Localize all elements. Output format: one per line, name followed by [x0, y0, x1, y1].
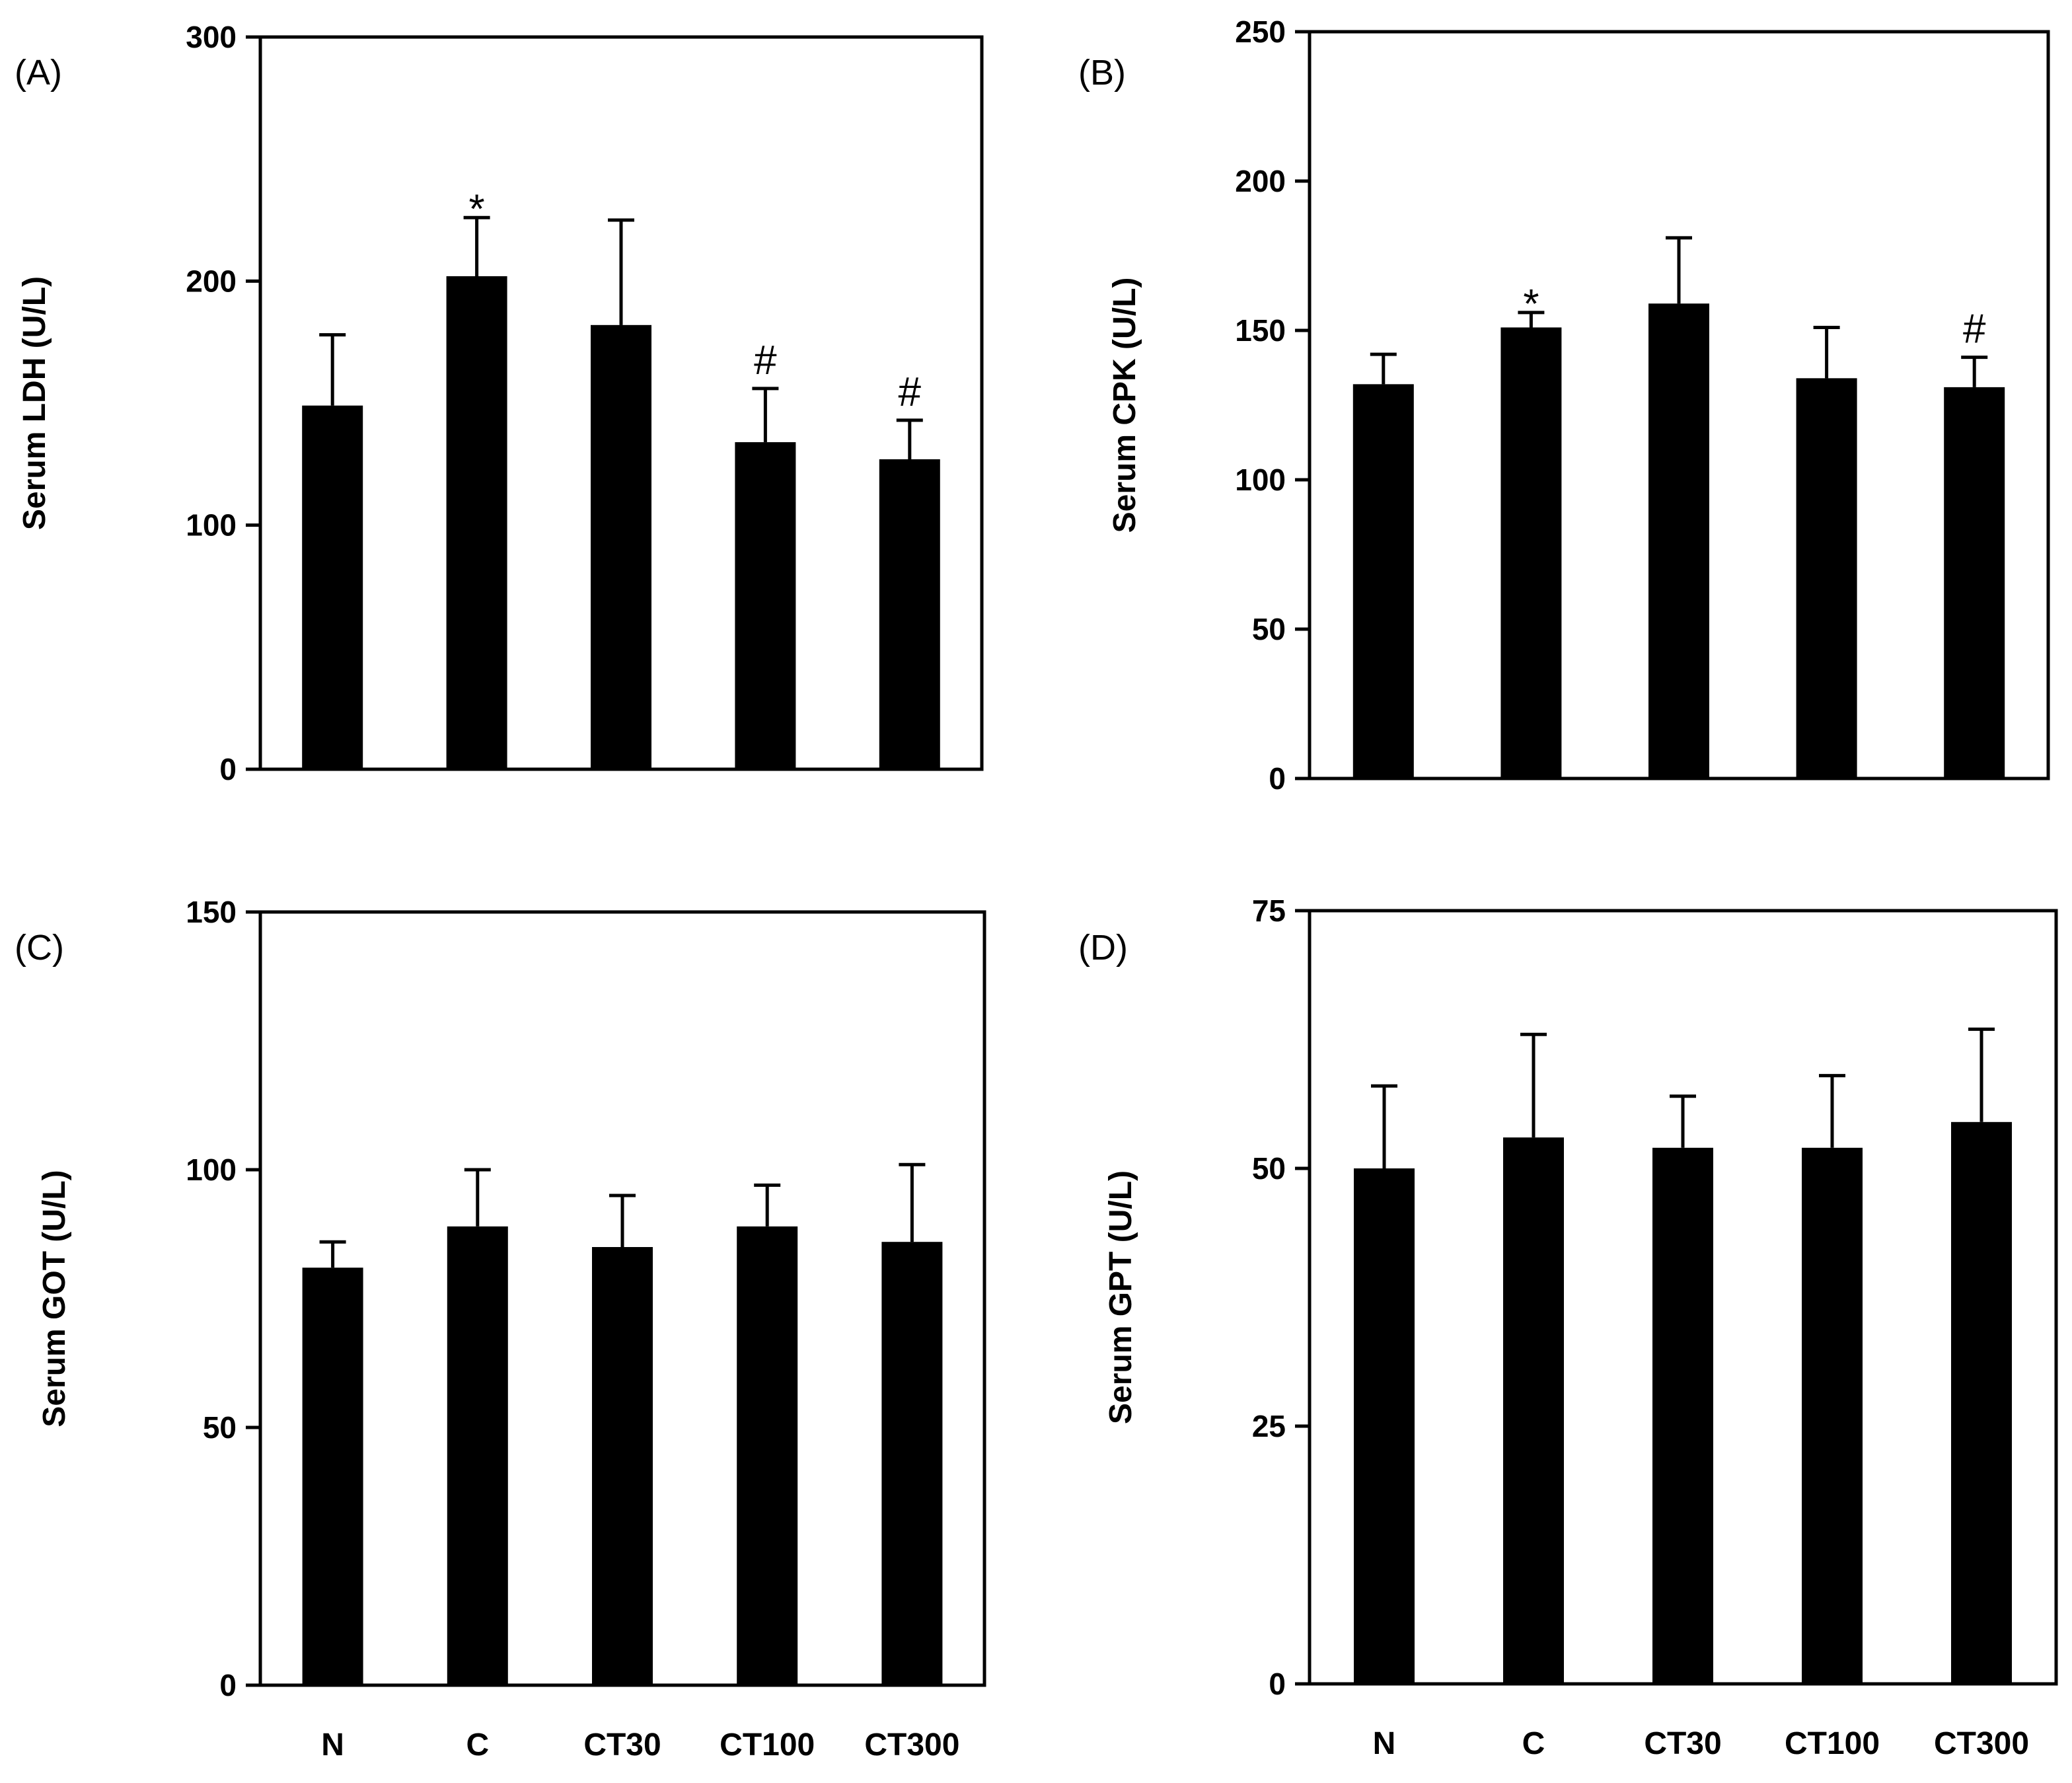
x-category-label: N [321, 1727, 344, 1763]
panel-c-got-chart: (C) Serum GOT (U/L) 0 50 100 150 N C CT30 CT100 CT… [15, 895, 986, 1763]
y-tick-label: 300 [186, 20, 237, 54]
bar-n [1354, 1168, 1415, 1684]
y-axis-title: Serum CPK (U/L) [1107, 278, 1142, 533]
plot-frame [258, 910, 986, 1687]
significance-asterisk: * [1523, 282, 1539, 327]
bar-ct100 [1796, 378, 1857, 778]
y-axis-title: Serum LDH (U/L) [17, 276, 52, 530]
bar-c [1503, 1137, 1564, 1684]
x-category-label: CT100 [1785, 1726, 1880, 1761]
y-tick-label: 100 [186, 508, 237, 543]
bar-ct300 [879, 459, 940, 769]
y-tick-label: 100 [1235, 463, 1286, 497]
bar-ct300 [881, 1242, 943, 1685]
bar-ct300 [1951, 1121, 2012, 1684]
bar-c [1500, 327, 1562, 779]
plot-frame [258, 35, 984, 771]
y-tick-label: 0 [1269, 761, 1286, 796]
panel-a-ldh-chart: (A) Serum LDH (U/L) 0 100 200 300 * # # [15, 20, 984, 786]
x-category-label: N [1373, 1726, 1396, 1761]
bar-ct100 [737, 1226, 798, 1685]
y-tick-label: 0 [219, 1668, 237, 1702]
y-tick-label: 0 [219, 752, 237, 786]
x-category-label: C [466, 1727, 489, 1763]
y-tick-label: 150 [186, 895, 237, 929]
panel-label: (C) [15, 928, 64, 967]
bar-ct100 [735, 442, 796, 769]
y-tick-label: 200 [186, 264, 237, 298]
significance-hash: # [899, 369, 922, 415]
panel-d-gpt-chart: (D) Serum GPT (U/L) 0 25 50 75 N C CT30 CT100 CT30… [1078, 893, 2058, 1761]
x-category-label: C [1522, 1726, 1545, 1761]
y-tick-label: 0 [1269, 1667, 1286, 1701]
bar-ct30 [592, 1247, 653, 1685]
bar-ct100 [1802, 1147, 1863, 1684]
y-tick-label: 250 [1235, 15, 1286, 49]
y-tick-label: 50 [1252, 612, 1286, 646]
y-tick-label: 150 [1235, 313, 1286, 348]
plot-frame [1308, 909, 2058, 1686]
panel-label: (A) [15, 53, 62, 93]
plot-frame [1308, 30, 2050, 780]
y-tick-label: 25 [1252, 1409, 1286, 1443]
bar-n [302, 1268, 363, 1685]
x-category-label: CT100 [720, 1727, 815, 1763]
bar-c [446, 276, 507, 769]
bar-n [1352, 384, 1414, 778]
y-tick-label: 100 [186, 1153, 237, 1187]
y-tick-label: 50 [1252, 1151, 1286, 1186]
significance-hash: # [1963, 307, 1986, 352]
significance-hash: # [754, 338, 777, 383]
x-category-label: CT300 [864, 1727, 959, 1763]
y-tick-label: 200 [1235, 164, 1286, 198]
y-axis-title: Serum GOT (U/L) [37, 1170, 72, 1427]
bar-c [447, 1226, 508, 1685]
y-axis-title: Serum GPT (U/L) [1103, 1170, 1138, 1424]
bar-ct30 [591, 324, 651, 769]
x-category-label: CT300 [1934, 1726, 2029, 1761]
bar-ct30 [1648, 303, 1709, 778]
bar-ct30 [1652, 1147, 1713, 1684]
panel-label: (B) [1078, 53, 1126, 93]
x-category-label: CT30 [583, 1727, 661, 1763]
bar-n [302, 405, 363, 769]
panel-b-cpk-chart: (B) Serum CPK (U/L) 0 50 100 150 200 250 * # [1078, 15, 2050, 796]
x-category-label: CT30 [1644, 1726, 1721, 1761]
y-tick-label: 75 [1252, 893, 1286, 928]
panel-label: (D) [1078, 928, 1128, 967]
significance-asterisk: * [469, 186, 485, 232]
y-tick-label: 50 [203, 1410, 237, 1445]
bar-ct300 [1944, 387, 2005, 778]
